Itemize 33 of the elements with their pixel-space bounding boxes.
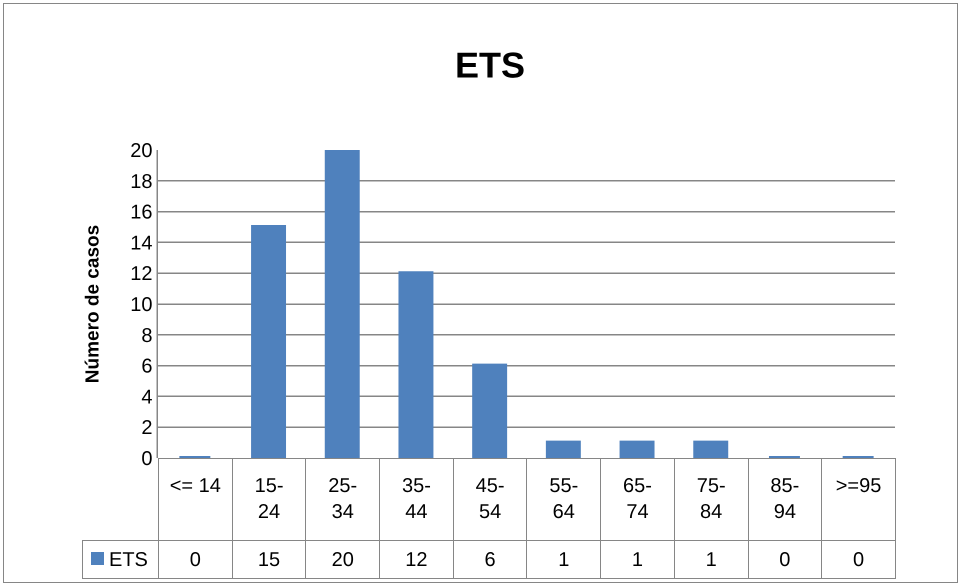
y-tick-label: 12	[130, 263, 152, 286]
x-tick-label: 25-34	[306, 458, 380, 540]
x-tick-label: 45-54	[453, 458, 527, 540]
chart-title: ETS	[454, 44, 526, 86]
x-tick-label: 55-64	[526, 458, 601, 540]
data-label: 0	[748, 540, 822, 578]
x-tick-label: 65-74	[600, 458, 674, 540]
data-label: 12	[380, 540, 454, 578]
y-tick-label: 10	[130, 294, 152, 316]
data-label: 6	[453, 540, 527, 578]
data-label: 0	[822, 540, 896, 578]
y-tick-label: 6	[141, 356, 152, 378]
y-tick-label: 4	[141, 386, 152, 408]
y-tick-label: 18	[130, 170, 152, 193]
x-tick-label: 75-84	[674, 458, 748, 540]
y-tick-label: 8	[141, 324, 152, 347]
data-label: 1	[674, 540, 748, 578]
x-tick-label: >=95	[822, 458, 896, 540]
y-tick-label: 20	[130, 140, 152, 162]
y-tick-label: 14	[130, 232, 152, 254]
y-tick-label: 16	[130, 202, 152, 224]
x-tick-label: 15-24	[232, 458, 306, 540]
data-label: 15	[232, 540, 306, 578]
y-tick-label: 2	[141, 417, 152, 440]
y-tick-label: 0	[141, 448, 152, 470]
x-tick-label: 35-44	[380, 458, 454, 540]
y-axis-title: Número de casos	[82, 224, 104, 384]
data-label: 1	[526, 540, 601, 578]
x-tick-label: <= 14	[158, 458, 232, 540]
data-label: 20	[306, 540, 380, 578]
x-tick-label: 85-94	[748, 458, 822, 540]
data-label: 1	[600, 540, 674, 578]
legend-label: ETS	[82, 540, 158, 578]
